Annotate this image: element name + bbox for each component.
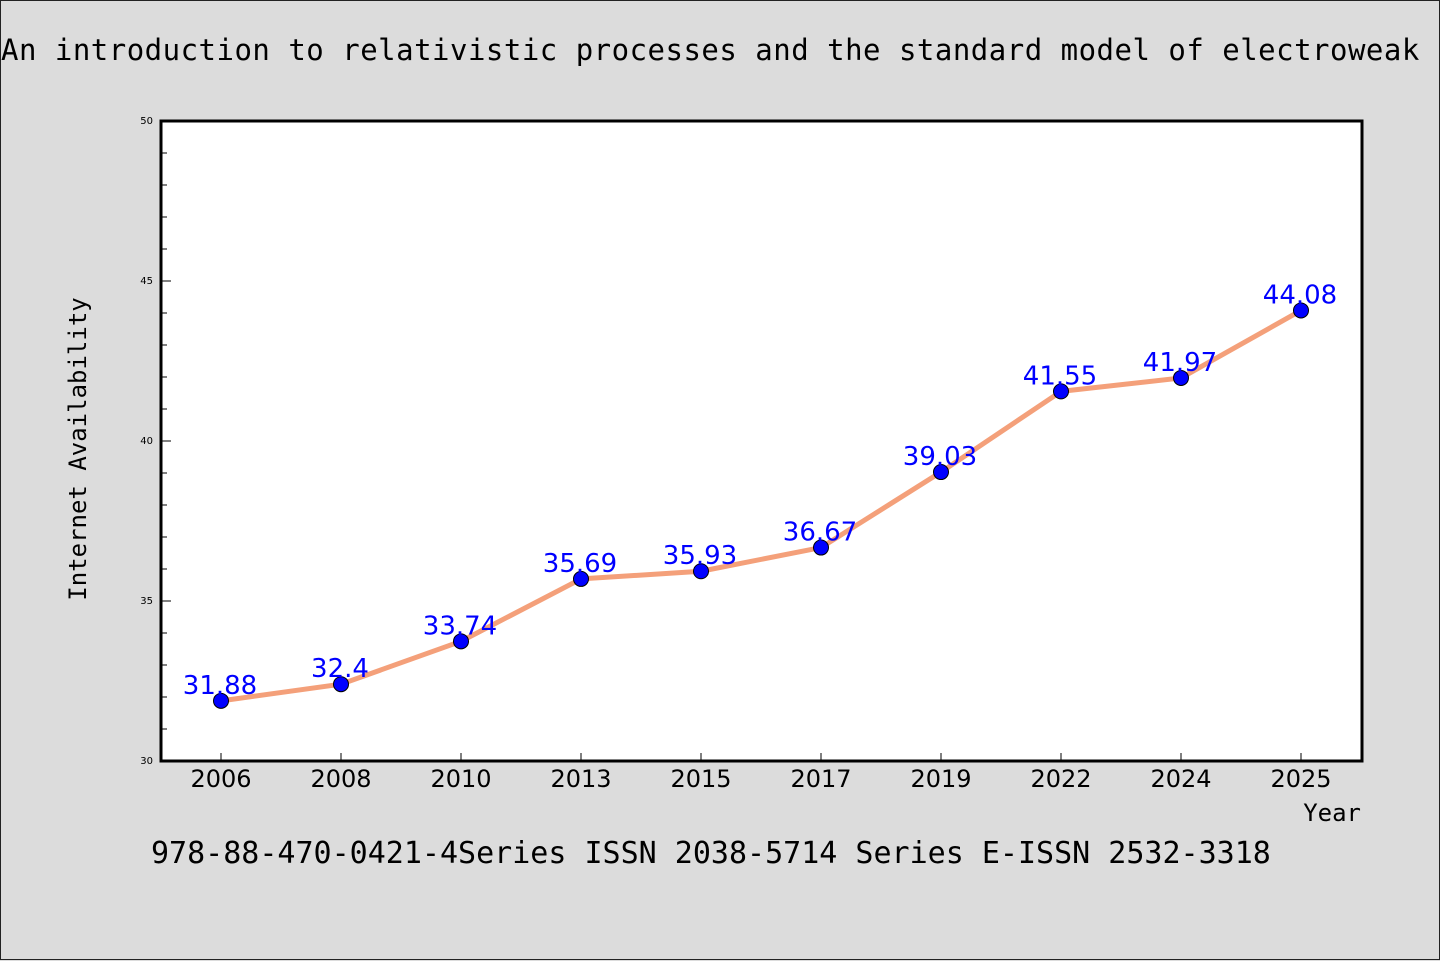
data-point: [213, 692, 229, 709]
data-point: [933, 464, 949, 481]
y-axis-label: Internet Availability: [64, 297, 92, 600]
data-label: 35.93: [663, 541, 737, 571]
x-tick-label: 2025: [1270, 765, 1331, 793]
data-label: 36.67: [783, 518, 857, 548]
data-point: [813, 539, 829, 556]
x-axis-label: Year: [1303, 799, 1361, 827]
y-tick-label: 30: [140, 756, 153, 767]
y-axis-ticks: 30 35 40 45 50: [140, 116, 171, 767]
data-label: 32.4: [311, 654, 369, 684]
x-tick-label: 2024: [1150, 765, 1211, 793]
x-tick-label: 2019: [910, 765, 971, 793]
data-label: 31.88: [183, 671, 257, 701]
data-point: [1293, 302, 1309, 319]
data-label: 35.69: [543, 549, 617, 579]
y-tick-label: 35: [140, 596, 153, 607]
data-series: 31.88 32.4 33.74 35.69 35.93 36.67 39.03 41.55 4…: [183, 280, 1337, 709]
plot-area: [159, 119, 1364, 763]
x-tick-label: 2022: [1030, 765, 1091, 793]
chart-title: An introduction to relativistic processe…: [1, 33, 1420, 67]
x-tick-label: 2008: [310, 765, 371, 793]
x-tick-label: 2017: [790, 765, 851, 793]
y-tick-label: 50: [140, 116, 153, 127]
x-tick-label: 2015: [670, 765, 731, 793]
x-tick-label: 2006: [190, 765, 251, 793]
series-line: [218, 307, 1304, 704]
y-tick-label: 40: [140, 436, 153, 447]
data-point: [1173, 369, 1189, 386]
x-tick-label: 2010: [430, 765, 491, 793]
data-point: [693, 563, 709, 580]
data-point: [333, 676, 349, 693]
data-label: 41.55: [1023, 361, 1097, 391]
data-label: 44.08: [1263, 280, 1337, 310]
data-point: [453, 633, 469, 650]
data-label: 39.03: [903, 442, 977, 472]
x-axis-ticks: 2006 2008 2010 2013 2015 2017 2019 2022 2024 2025: [190, 753, 1332, 793]
y-tick-label: 45: [140, 276, 153, 287]
data-label: 41.97: [1143, 348, 1217, 378]
data-point: [1053, 383, 1069, 400]
data-label: 33.74: [423, 611, 497, 641]
isbn-footer: 978-88-470-0421-4Series ISSN 2038-5714 S…: [151, 836, 1271, 871]
x-tick-label: 2013: [550, 765, 611, 793]
data-point: [573, 570, 589, 587]
